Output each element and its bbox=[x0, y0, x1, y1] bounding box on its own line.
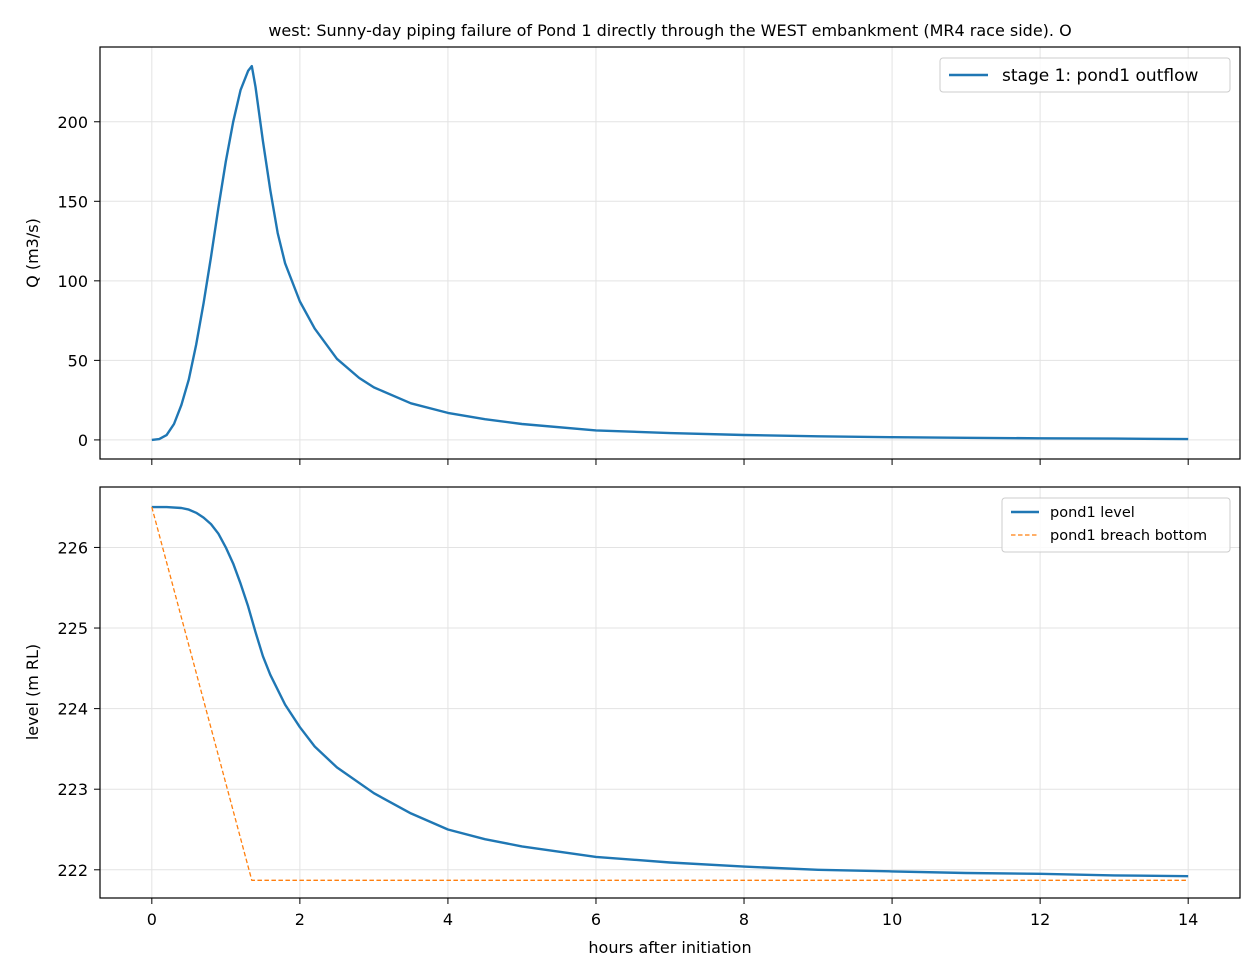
y-tick-label: 0 bbox=[78, 431, 88, 450]
x-tick-label: 10 bbox=[882, 910, 902, 929]
y-tick-label: 223 bbox=[57, 780, 88, 799]
top-panel-series bbox=[151, 64, 1189, 442]
series-line-pond1-level bbox=[151, 505, 1189, 878]
bottom-panel-ticks: 0 2 4 6 8 10 12 14 222 223 224 225 226 bbox=[57, 538, 1198, 929]
legend-box bbox=[939, 57, 1231, 93]
y-tick-label: 222 bbox=[57, 861, 88, 880]
x-tick-label: 2 bbox=[295, 910, 305, 929]
x-tick-label: 12 bbox=[1030, 910, 1050, 929]
top-panel-frame bbox=[99, 46, 1241, 460]
bottom-panel-legend: pond1 level pond1 breach bottom bbox=[1001, 497, 1231, 553]
chart-title: west: Sunny-day piping failure of Pond 1… bbox=[268, 21, 1071, 40]
y-tick-label: 50 bbox=[68, 351, 88, 370]
series-line-stage-1-pond1-outflow bbox=[151, 64, 1189, 442]
y-tick-label: 225 bbox=[57, 619, 88, 638]
x-tick-label: 8 bbox=[739, 910, 749, 929]
y-tick-label: 226 bbox=[57, 538, 88, 557]
x-tick-label: 6 bbox=[591, 910, 601, 929]
y-tick-label: 224 bbox=[57, 700, 88, 719]
top-panel-ticks: 0 50 100 150 200 bbox=[57, 113, 1189, 465]
y-tick-label: 150 bbox=[57, 192, 88, 211]
bottom-panel-y-axis-label: level (m RL) bbox=[23, 644, 42, 740]
top-panel-grid bbox=[100, 47, 1240, 459]
x-tick-label: 4 bbox=[443, 910, 453, 929]
x-tick-label: 0 bbox=[147, 910, 157, 929]
y-tick-label: 200 bbox=[57, 113, 88, 132]
legend-label: stage 1: pond1 outflow bbox=[1002, 66, 1198, 86]
legend-label: pond1 breach bottom bbox=[1050, 528, 1207, 544]
legend-box bbox=[1001, 497, 1231, 553]
bottom-panel-series bbox=[151, 505, 1189, 881]
series-line-pond1-breach-bottom bbox=[151, 506, 1189, 881]
x-tick-label: 14 bbox=[1178, 910, 1198, 929]
top-panel-legend: stage 1: pond1 outflow bbox=[939, 57, 1231, 93]
legend-label: pond1 level bbox=[1050, 505, 1135, 521]
bottom-panel-frame bbox=[99, 486, 1241, 899]
y-tick-label: 100 bbox=[57, 272, 88, 291]
bottom-panel-x-axis-label: hours after initiation bbox=[588, 938, 751, 957]
top-panel-y-axis-label: Q (m3/s) bbox=[23, 218, 42, 288]
